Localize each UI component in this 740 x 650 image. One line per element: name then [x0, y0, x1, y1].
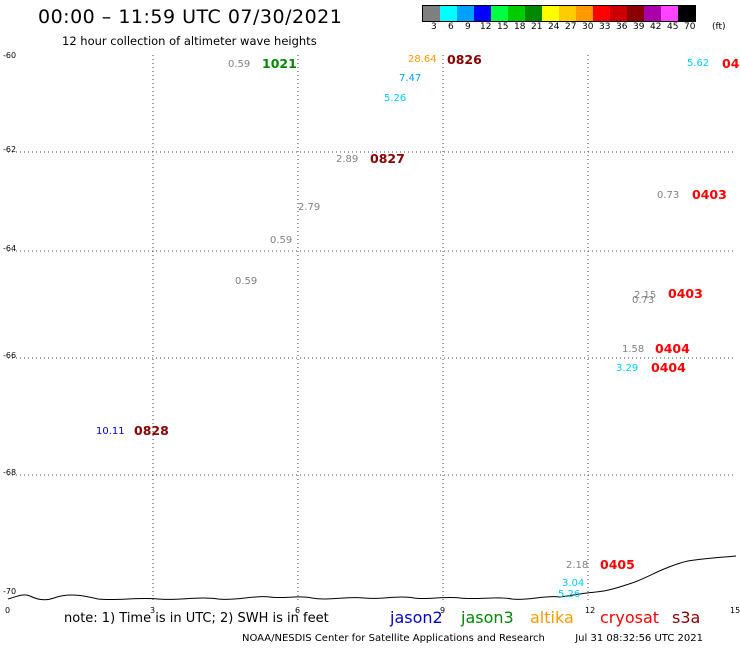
color-scale-label: 21 [531, 22, 543, 32]
latitude-label: -64 [3, 244, 17, 253]
wave-height-value: 3.04 [562, 578, 585, 589]
wave-height-value: 10.11 [96, 426, 125, 437]
satellite-legend-s3a: s3a [672, 608, 701, 627]
latitude-label: -60 [3, 51, 17, 60]
wave-height-value: 0.59 [235, 276, 258, 287]
color-scale-label: 36 [616, 22, 628, 32]
wave-height-value: 0.73 [632, 295, 655, 306]
wave-height-value: 5.62 [687, 58, 710, 69]
longitude-label: 12 [585, 606, 596, 615]
wave-height-value: 28.64 [408, 54, 437, 65]
color-scale-label: 45 [667, 22, 679, 32]
color-scale-swatch [542, 6, 559, 21]
pass-time-label: 0827 [370, 151, 405, 166]
lat-gridlines [8, 151, 736, 476]
color-scale-swatch [457, 6, 474, 21]
longitude-label: 0 [5, 606, 11, 615]
wave-height-value: 5.26 [558, 589, 581, 600]
wave-height-value: 1.58 [622, 344, 645, 355]
wave-height-value: 2.15 [634, 290, 657, 301]
color-scale-swatch [644, 6, 661, 21]
color-scale-swatch [423, 6, 440, 21]
latitude-label: -70 [3, 587, 17, 596]
color-scale-swatch [678, 6, 695, 21]
color-scale-swatch [440, 6, 457, 21]
footer-note: note: 1) Time is in UTC; 2) SWH is in fe… [64, 611, 329, 626]
wave-height-value: 3.29 [616, 363, 639, 374]
pass-time-label: 0405 [600, 557, 635, 572]
wave-height-value: 0.59 [228, 59, 251, 70]
longitude-label: 9 [440, 606, 446, 615]
color-scale-label: 27 [565, 22, 577, 32]
pass-time-label: 0404 [655, 341, 690, 356]
pass-time-label: 1021 [262, 56, 297, 71]
color-scale-label: 18 [514, 22, 526, 32]
map-subtitle: 12 hour collection of altimeter wave hei… [62, 34, 317, 48]
color-scale-label: 42 [650, 22, 662, 32]
color-scale-bar [422, 5, 696, 22]
credit-timestamp: Jul 31 08:32:56 UTC 2021 [575, 633, 703, 644]
wave-height-value: 0.59 [270, 235, 293, 246]
satellite-legend-jason3: jason3 [461, 608, 514, 627]
color-scale-swatch [610, 6, 627, 21]
satellite-legend-altika: altika [530, 608, 574, 627]
color-scale-label: 6 [448, 22, 454, 32]
color-scale-label: 33 [599, 22, 611, 32]
wave-height-value: 2.18 [566, 560, 589, 571]
latitude-label: -66 [3, 351, 17, 360]
color-scale-swatch [559, 6, 576, 21]
pass-time-label: 0403 [692, 187, 727, 202]
color-scale-swatch [508, 6, 525, 21]
color-scale-swatch [661, 6, 678, 21]
color-scale-label: 24 [548, 22, 560, 32]
longitude-label: 3 [150, 606, 156, 615]
longitude-label: 6 [295, 606, 301, 615]
color-scale-swatch [474, 6, 491, 21]
color-scale-unit: (ft) [712, 22, 726, 32]
wave-height-value: 0.73 [657, 190, 680, 201]
color-scale-swatch [491, 6, 508, 21]
color-scale-label: 15 [497, 22, 509, 32]
satellite-legend-jason2: jason2 [390, 608, 443, 627]
footer-credit: NOAA/NESDIS Center for Satellite Applica… [242, 633, 703, 644]
wave-height-value: 2.89 [336, 154, 359, 165]
map-plot [8, 55, 736, 601]
lon-gridlines [152, 55, 589, 601]
color-scale-label: 39 [633, 22, 645, 32]
longitude-label: 15 [730, 606, 740, 615]
pass-time-label: 0828 [134, 423, 169, 438]
satellite-legend-cryosat: cryosat [600, 608, 660, 627]
pass-time-label: 0403 [668, 286, 703, 301]
color-scale-swatch [576, 6, 593, 21]
pass-time-label: 0404 [651, 360, 686, 375]
wave-height-value: 2.79 [298, 202, 321, 213]
latitude-label: -62 [3, 145, 17, 154]
color-scale-label: 30 [582, 22, 594, 32]
color-scale-swatch [627, 6, 644, 21]
pass-time-label: 0826 [447, 52, 482, 67]
wave-height-value: 5.26 [384, 93, 407, 104]
color-scale-label: 12 [480, 22, 492, 32]
color-scale-swatch [593, 6, 610, 21]
color-scale-label: 9 [465, 22, 471, 32]
map-title: 00:00 – 11:59 UTC 07/30/2021 [38, 6, 343, 28]
color-scale-label: 3 [431, 22, 437, 32]
pass-time-label: 04 [722, 56, 740, 71]
latitude-label: -68 [3, 468, 17, 477]
credit-text: NOAA/NESDIS Center for Satellite Applica… [242, 633, 545, 644]
color-scale-label: 70 [684, 22, 696, 32]
antarctic-coastline [8, 555, 736, 601]
color-scale-swatch [525, 6, 542, 21]
wave-height-value: 7.47 [399, 73, 422, 84]
